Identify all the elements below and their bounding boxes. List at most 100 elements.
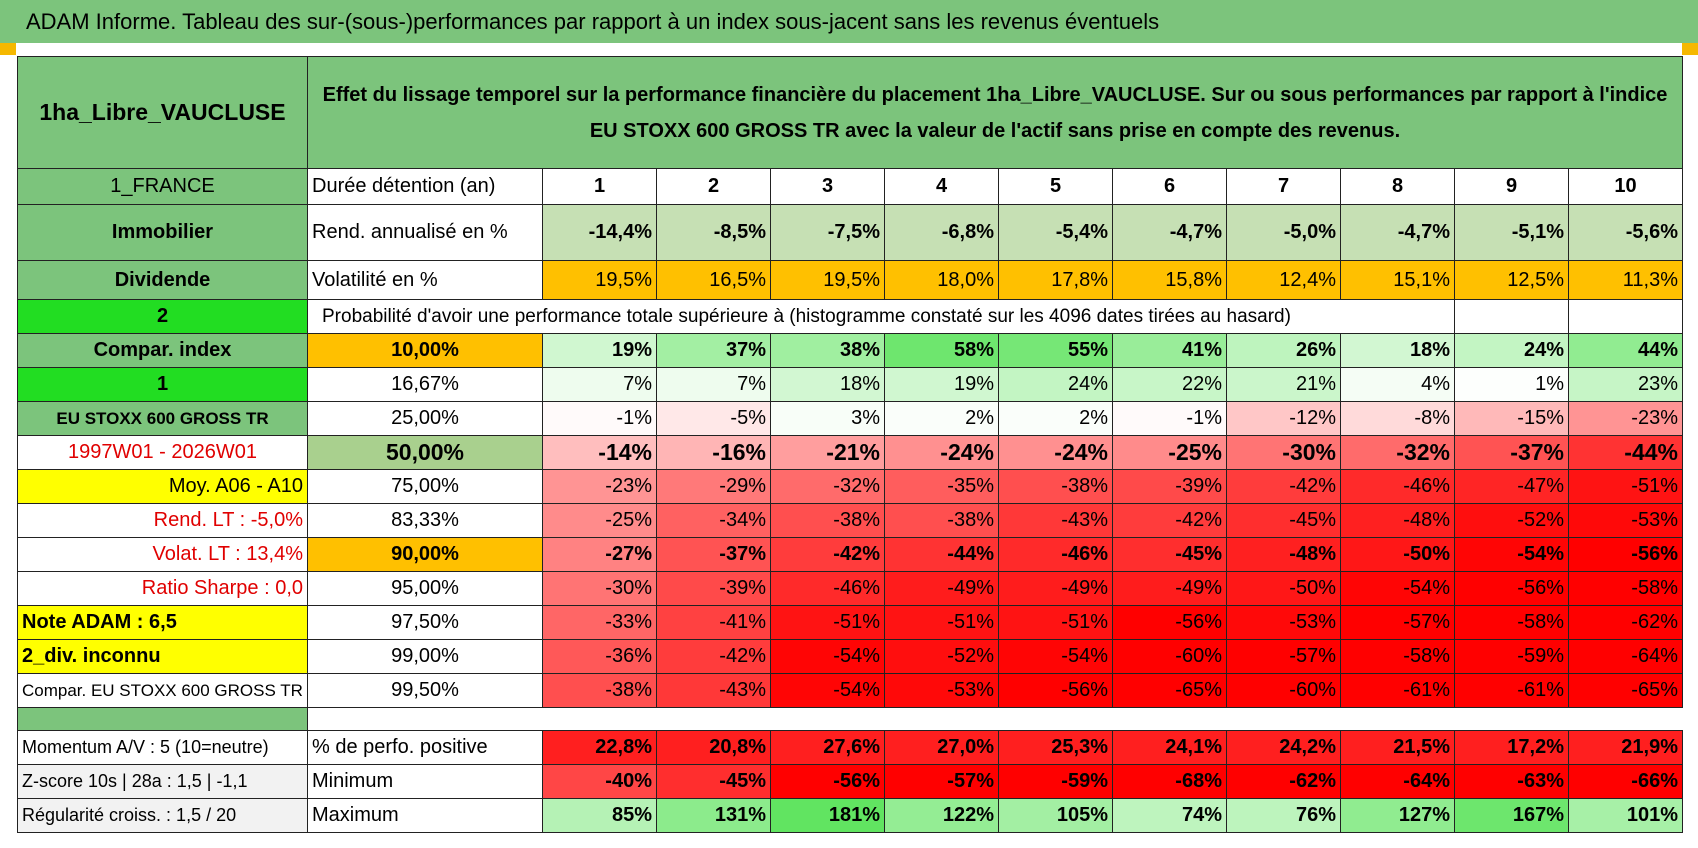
fund-name: 1ha_Libre_VAUCLUSE xyxy=(17,56,308,169)
table-row: Rend. LT : -5,0% 83,33% -25% -34% -38% -38% -4… xyxy=(17,503,1683,538)
cell: 4 xyxy=(884,168,999,205)
cell: 55% xyxy=(998,333,1113,368)
cell: -51% xyxy=(1568,469,1683,504)
table-row: 1 16,67% 7% 7% 18% 19% 24% 22% 21% 4% 1% 23% xyxy=(17,367,1683,402)
cell: -8,5% xyxy=(656,204,771,261)
cell: -6,8% xyxy=(884,204,999,261)
row-label: Compar. index xyxy=(17,333,308,368)
cell: -60% xyxy=(1226,673,1341,708)
cell: -49% xyxy=(884,571,999,606)
cell: -53% xyxy=(1568,503,1683,538)
cell: -25% xyxy=(1112,435,1227,470)
cell: -27% xyxy=(542,537,657,572)
cell: -25% xyxy=(542,503,657,538)
stat-cell: 131% xyxy=(656,798,771,833)
table-row: Compar. index 10,00% 19% 37% 38% 58% 55% 41% 26%… xyxy=(17,333,1683,368)
cell: 37% xyxy=(656,333,771,368)
cell: -57% xyxy=(1340,605,1455,640)
row-label: Note ADAM : 6,5 xyxy=(17,605,308,640)
stat-cell: 27,0% xyxy=(884,730,999,765)
row-header: 50,00% xyxy=(307,435,543,470)
cell: -58% xyxy=(1340,639,1455,674)
cell: -42% xyxy=(1226,469,1341,504)
cell: -54% xyxy=(998,639,1113,674)
stats-row: Z-score 10s | 28a : 1,5 | -1,1 Minimum -40… xyxy=(17,764,1683,799)
header-row: 1ha_Libre_VAUCLUSE Effet du lissage temp… xyxy=(17,56,1683,169)
stat-cell: -40% xyxy=(542,764,657,799)
stat-cell: -64% xyxy=(1340,764,1455,799)
spacer xyxy=(17,707,308,731)
row-label: Immobilier xyxy=(17,204,308,261)
row-header: 25,00% xyxy=(307,401,543,436)
cell: 5 xyxy=(998,168,1113,205)
cell: 44% xyxy=(1568,333,1683,368)
cell: 7 xyxy=(1226,168,1341,205)
cell: -56% xyxy=(1568,537,1683,572)
stat-cell: -59% xyxy=(998,764,1113,799)
cell: -44% xyxy=(884,537,999,572)
section-label: Probabilité d'avoir une performance tota… xyxy=(307,299,1455,334)
cell: -56% xyxy=(1112,605,1227,640)
cell: -5,6% xyxy=(1568,204,1683,261)
cell: -43% xyxy=(998,503,1113,538)
stat-cell: 167% xyxy=(1454,798,1569,833)
cell: -23% xyxy=(1568,401,1683,436)
cell: -5,0% xyxy=(1226,204,1341,261)
cell: -54% xyxy=(1340,571,1455,606)
cell: 19,5% xyxy=(542,260,657,300)
stat-cell: 74% xyxy=(1112,798,1227,833)
cell: -45% xyxy=(1112,537,1227,572)
stat-label: Régularité croiss. : 1,5 / 20 xyxy=(17,798,308,833)
row-label: Dividende xyxy=(17,260,308,300)
cell: -21% xyxy=(770,435,885,470)
cell: -53% xyxy=(884,673,999,708)
marker xyxy=(1682,43,1698,55)
marker xyxy=(0,43,16,55)
cell: -5% xyxy=(656,401,771,436)
row-label: 2_div. inconnu xyxy=(17,639,308,674)
row-label: Volat. LT : 13,4% xyxy=(17,537,308,572)
row-header: Rend. annualisé en % xyxy=(307,204,543,261)
row-header: 83,33% xyxy=(307,503,543,538)
table-row: 2 Probabilité d'avoir une performance tot… xyxy=(17,299,1683,334)
cell: -54% xyxy=(770,673,885,708)
cell: -4,7% xyxy=(1112,204,1227,261)
cell: 21% xyxy=(1226,367,1341,402)
cell: -34% xyxy=(656,503,771,538)
cell: -52% xyxy=(1454,503,1569,538)
stats-row: Momentum A/V : 5 (10=neutre)% de perfo. … xyxy=(17,730,1683,765)
table-row: 1997W01 - 2026W01 50,00% -14% -16% -21% -24% -… xyxy=(17,435,1683,470)
cell: 10 xyxy=(1568,168,1683,205)
cell: -8% xyxy=(1340,401,1455,436)
table-row: Dividende Volatilité en % 19,5% 16,5% 19,5% 1… xyxy=(17,260,1683,300)
cell: -46% xyxy=(998,537,1113,572)
stat-cell: 76% xyxy=(1226,798,1341,833)
cell: -59% xyxy=(1454,639,1569,674)
cell: -56% xyxy=(998,673,1113,708)
row-label: 2 xyxy=(17,299,308,334)
table-row: Note ADAM : 6,5 97,50% -33% -41% -51% -51% -51… xyxy=(17,605,1683,640)
cell: 7% xyxy=(542,367,657,402)
cell: 2 xyxy=(656,168,771,205)
cell: -5,1% xyxy=(1454,204,1569,261)
cell: -38% xyxy=(770,503,885,538)
cell: -23% xyxy=(542,469,657,504)
cell: -51% xyxy=(884,605,999,640)
row-header: 97,50% xyxy=(307,605,543,640)
stats-row: Régularité croiss. : 1,5 / 20 Maximum 85% 1… xyxy=(17,798,1683,833)
row-header: Volatilité en % xyxy=(307,260,543,300)
spacer-row xyxy=(17,707,1683,731)
cell: 2% xyxy=(998,401,1113,436)
cell: -47% xyxy=(1454,469,1569,504)
cell: -41% xyxy=(656,605,771,640)
row-header: 90,00% xyxy=(307,537,543,572)
cell: -42% xyxy=(1112,503,1227,538)
cell: -48% xyxy=(1340,503,1455,538)
stat-cell: -63% xyxy=(1454,764,1569,799)
table-row: Immobilier Rend. annualisé en % -14,4% -8,5… xyxy=(17,204,1683,261)
stat-label: Momentum A/V : 5 (10=neutre) xyxy=(17,730,308,765)
cell: 26% xyxy=(1226,333,1341,368)
cell: -7,5% xyxy=(770,204,885,261)
table-row: Ratio Sharpe : 0,0 95,00% -30% -39% -46% -49%… xyxy=(17,571,1683,606)
